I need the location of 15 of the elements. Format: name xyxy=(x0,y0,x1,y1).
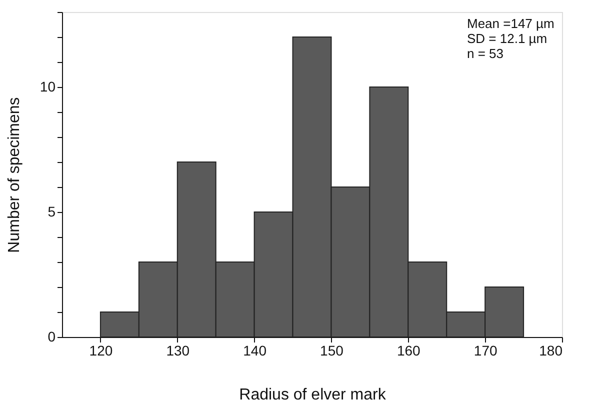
x-tick-label: 160 xyxy=(396,342,421,358)
x-tick-label: 130 xyxy=(166,342,190,358)
x-tick-label: 150 xyxy=(320,342,344,358)
annotation: n = 53 xyxy=(467,46,504,61)
y-axis-title: Number of specimens xyxy=(6,97,23,253)
y-tick-label: 0 xyxy=(48,328,56,344)
annotation: Mean =147 µm xyxy=(467,16,554,31)
x-tick-label: 120 xyxy=(89,342,113,358)
x-tick-label: 170 xyxy=(474,342,498,358)
y-tick-label: 10 xyxy=(40,78,56,94)
x-tick-label: 140 xyxy=(243,342,267,358)
x-tick-label: 180 xyxy=(539,342,563,358)
x-axis-title: Radius of elver mark xyxy=(239,386,387,404)
annotation: SD = 12.1 µm xyxy=(467,31,548,46)
y-tick-label: 5 xyxy=(48,204,56,220)
